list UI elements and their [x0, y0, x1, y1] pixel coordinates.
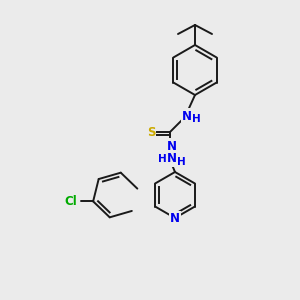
Text: H: H: [192, 114, 200, 124]
Text: N: N: [167, 140, 177, 152]
Text: N: N: [182, 110, 192, 122]
Text: N: N: [170, 212, 180, 226]
Text: H: H: [177, 157, 185, 167]
Text: S: S: [147, 125, 155, 139]
Text: Cl: Cl: [65, 195, 77, 208]
Text: H: H: [158, 154, 166, 164]
Text: N: N: [167, 152, 177, 166]
